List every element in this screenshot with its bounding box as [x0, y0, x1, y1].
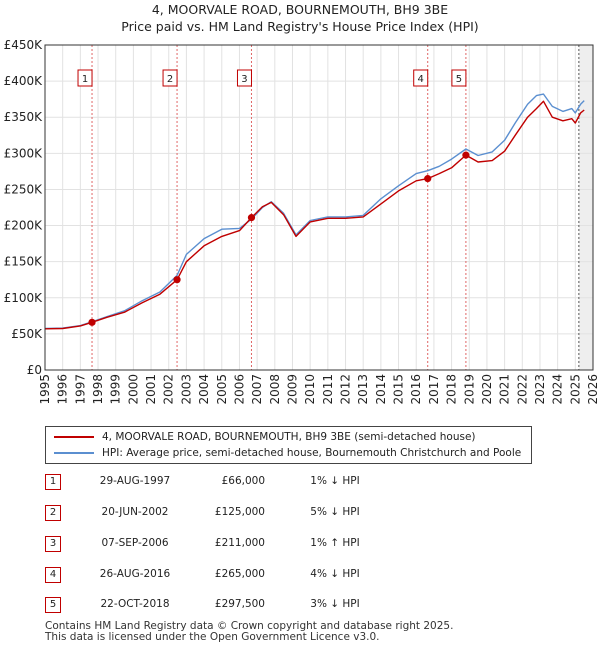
- legend-swatch-hpi: [54, 452, 94, 454]
- plot-area: [45, 45, 593, 370]
- sale-marker-box: [413, 69, 429, 87]
- transaction-number-badge: 1: [45, 474, 61, 490]
- legend-swatch-property: [54, 436, 94, 438]
- sale-marker-label: 1: [82, 74, 88, 85]
- sale-point: [247, 214, 256, 222]
- transaction-hpi-diff: 4% ↓ HPI: [310, 568, 360, 580]
- plot-frame: [44, 44, 594, 371]
- x-tick-label: 2009: [285, 374, 299, 405]
- x-tick-label: 2008: [268, 374, 282, 405]
- transaction-price: £211,000: [214, 537, 265, 549]
- transaction-row: 3 07-SEP-2006 £211,000 1% ↑ HPI: [45, 536, 425, 556]
- x-tick-label: 2003: [179, 374, 193, 405]
- x-tick-label: 2001: [144, 374, 158, 405]
- x-tick-label: 2017: [427, 374, 441, 405]
- sale-marker-label: 4: [418, 74, 424, 85]
- x-tick-label: 2000: [126, 374, 140, 405]
- x-tick-label: 2016: [409, 374, 423, 405]
- transaction-number-badge: 5: [45, 597, 61, 613]
- transaction-number-badge: 4: [45, 567, 61, 583]
- transaction-date: 07-SEP-2006: [101, 537, 169, 549]
- x-tick-label: 2022: [515, 374, 529, 405]
- x-tick-label: 2020: [480, 374, 494, 405]
- x-tick-label: 2006: [232, 374, 246, 405]
- transaction-date: 22-OCT-2018: [100, 598, 170, 610]
- y-tick-label: £0: [27, 363, 42, 377]
- x-tick-label: 1999: [109, 374, 123, 405]
- transaction-hpi-diff: 1% ↑ HPI: [310, 537, 360, 549]
- x-tick-label: 2007: [250, 374, 264, 405]
- y-tick-label: £450K: [4, 38, 44, 52]
- transaction-date: 29-AUG-1997: [99, 475, 171, 487]
- x-tick-label: 2018: [445, 374, 459, 405]
- x-tick-label: 2010: [303, 374, 317, 405]
- y-tick-label: £100K: [4, 291, 44, 305]
- sale-marker-label: 5: [456, 74, 462, 85]
- transaction-hpi-diff: 3% ↓ HPI: [310, 598, 360, 610]
- transaction-row: 1 29-AUG-1997 £66,000 1% ↓ HPI: [45, 474, 425, 494]
- hpi-line: [44, 93, 585, 330]
- transaction-number-badge: 3: [45, 536, 61, 552]
- sale-point: [173, 276, 181, 284]
- sale-marker-box: [236, 69, 252, 87]
- y-tick-label: £300K: [4, 146, 44, 160]
- sale-marker-box: [451, 69, 467, 87]
- transaction-date: 26-AUG-2016: [99, 568, 171, 580]
- x-tick-label: 2025: [568, 374, 582, 405]
- chart-title: 4, MOORVALE ROAD, BOURNEMOUTH, BH9 3BE: [151, 2, 449, 17]
- sale-marker-box: [77, 69, 93, 87]
- x-tick-label: 1998: [91, 374, 105, 405]
- chart-legend: 4, MOORVALE ROAD, BOURNEMOUTH, BH9 3BE (…: [45, 426, 532, 464]
- transaction-price: £66,000: [221, 475, 265, 487]
- y-tick-label: £250K: [4, 182, 44, 196]
- x-tick-label: 2023: [533, 374, 547, 405]
- transaction-row: 2 20-JUN-2002 £125,000 5% ↓ HPI: [45, 505, 425, 525]
- x-tick-label: 2004: [197, 374, 211, 405]
- sale-marker-label: 3: [241, 74, 247, 85]
- chart-subtitle: Price paid vs. HM Land Registry's House …: [121, 19, 479, 34]
- transaction-price: £265,000: [214, 568, 265, 580]
- x-tick-label: 2019: [462, 374, 476, 405]
- x-tick-label: 2013: [356, 374, 370, 405]
- forecast-shade: [578, 45, 593, 370]
- x-tick-label: 2012: [339, 374, 353, 405]
- transaction-hpi-diff: 5% ↓ HPI: [310, 506, 360, 518]
- sale-marker-label: 2: [167, 74, 173, 85]
- legend-item-property: 4, MOORVALE ROAD, BOURNEMOUTH, BH9 3BE (…: [54, 429, 476, 445]
- legend-item-hpi: HPI: Average price, semi-detached house,…: [54, 445, 521, 461]
- transaction-row: 5 22-OCT-2018 £297,500 3% ↓ HPI: [45, 597, 425, 617]
- transaction-price: £297,500: [214, 598, 265, 610]
- x-tick-label: 2014: [374, 374, 388, 405]
- footer-copyright: Contains HM Land Registry data © Crown c…: [45, 620, 454, 632]
- x-tick-label: 2005: [215, 374, 229, 405]
- legend-label-hpi: HPI: Average price, semi-detached house,…: [102, 447, 522, 459]
- x-tick-label: 2002: [162, 374, 176, 405]
- sale-marker-box: [162, 69, 178, 87]
- footer-licence: This data is licensed under the Open Gov…: [45, 631, 380, 643]
- y-tick-label: £200K: [4, 219, 44, 233]
- sale-point: [462, 151, 470, 159]
- x-tick-label: 2021: [498, 374, 512, 405]
- x-tick-label: 2024: [551, 374, 565, 405]
- x-tick-label: 1997: [73, 374, 87, 405]
- x-tick-label: 2026: [586, 374, 600, 405]
- legend-label-property: 4, MOORVALE ROAD, BOURNEMOUTH, BH9 3BE (…: [102, 431, 476, 443]
- x-tick-label: 1996: [56, 374, 70, 405]
- x-tick-label: 2011: [321, 374, 335, 405]
- transaction-hpi-diff: 1% ↓ HPI: [310, 475, 360, 487]
- x-tick-label: 2015: [392, 374, 406, 405]
- y-tick-label: £150K: [4, 255, 44, 269]
- y-tick-label: £50K: [11, 327, 43, 341]
- property-price-line: [44, 100, 585, 330]
- transaction-date: 20-JUN-2002: [101, 506, 169, 518]
- y-tick-label: £350K: [4, 110, 44, 124]
- transaction-number-badge: 2: [45, 505, 61, 521]
- transaction-price: £125,000: [214, 506, 265, 518]
- price-chart: 1 2 3 4 5 £0 £50K £100K £150K £200K £250K £300K £350…: [4, 38, 600, 405]
- sale-point: [424, 175, 432, 183]
- transaction-row: 4 26-AUG-2016 £265,000 4% ↓ HPI: [45, 567, 425, 587]
- sale-point: [88, 318, 96, 326]
- x-tick-label: 1995: [38, 374, 52, 405]
- y-tick-label: £400K: [4, 74, 44, 88]
